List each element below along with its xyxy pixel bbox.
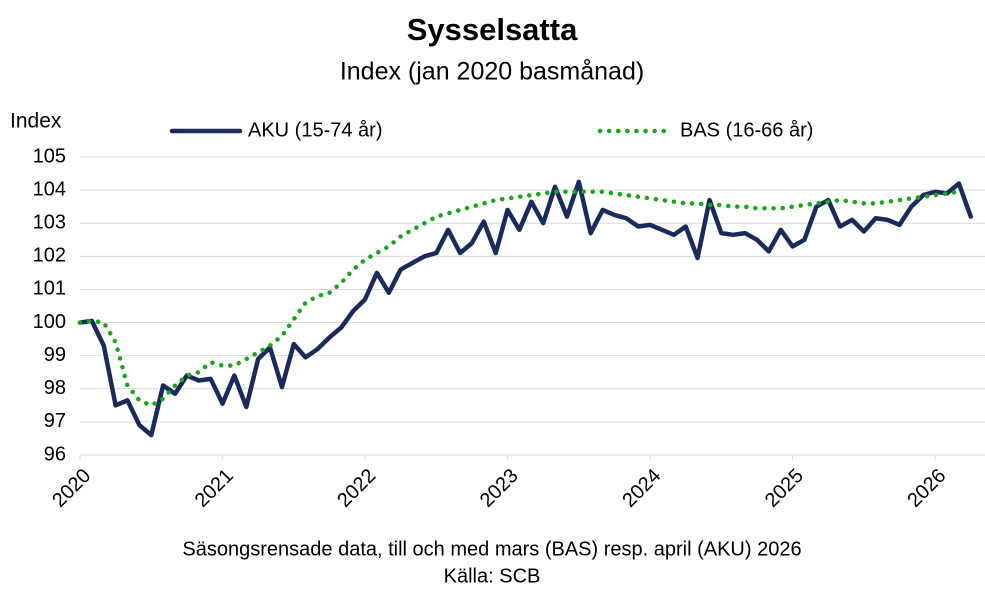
footer-source: Källa: SCB [444,565,541,587]
y-tick-label: 104 [33,178,66,200]
x-tick-label: 2023 [476,465,523,512]
chart-title: Sysselsatta [407,12,578,47]
data-line [77,189,962,408]
y-tick-label: 97 [44,410,66,432]
y-tick-label: 105 [33,145,66,167]
x-tick-label: 2021 [191,465,238,512]
y-tick-label: 96 [44,443,66,465]
legend-label: AKU (15-74 år) [248,119,383,141]
x-tick-label: 2022 [333,465,380,512]
footer-note: Säsongsrensade data, till och med mars (… [182,538,801,560]
y-tick-label: 102 [33,245,66,267]
chart-subtitle: Index (jan 2020 basmånad) [340,58,644,86]
data-line [77,179,973,438]
x-tick-label: 2020 [48,465,95,512]
y-axis-label: Index [10,110,62,133]
y-tick-label: 103 [33,212,66,234]
legend-label: BAS (16-66 år) [680,119,813,141]
y-tick-label: 100 [33,311,66,333]
y-tick-label: 101 [33,278,66,300]
y-tick-label: 99 [44,344,66,366]
x-tick-label: 2025 [761,465,808,512]
x-tick-label: 2026 [903,465,950,512]
x-tick-label: 2024 [618,465,665,512]
y-tick-label: 98 [44,377,66,399]
